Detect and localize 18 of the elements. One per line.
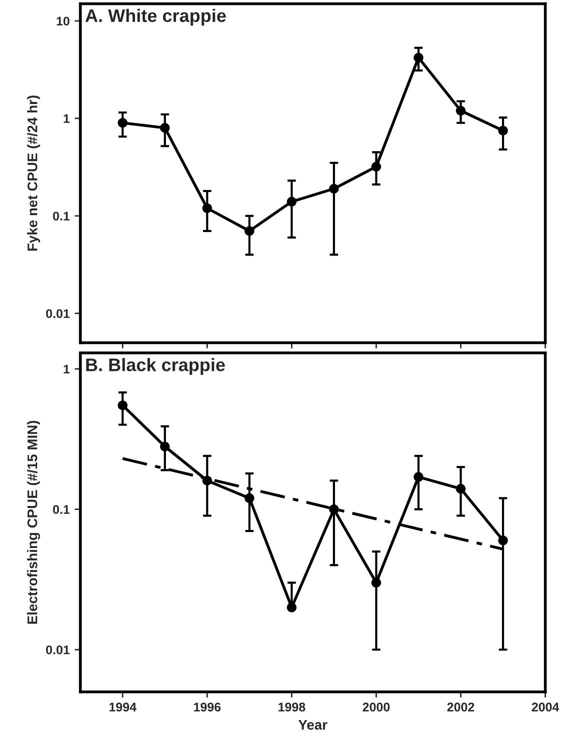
y-axis-title: Fyke net CPUE (#/24 hr) [27,96,40,251]
y-tick-label: 0.1 [53,212,70,221]
x-tick-label: 1998 [278,702,306,712]
chart-title: A. White crappie [85,8,226,26]
y-tick-label: 0.1 [53,505,70,514]
x-tick-label: 1994 [110,702,136,712]
y-tick-label: 10 [56,16,70,26]
y-tick-label: 0.01 [46,645,70,654]
chart-title: B. Black crappie [86,358,225,375]
x-axis-title: Year [298,720,328,730]
y-tick-label: 1 [64,114,70,123]
y-tick-label: 0.01 [46,309,70,318]
y-axis-title: Electrofishing CPUE (#/15 MIN) [27,420,40,624]
y-tick-label: 1 [64,364,70,374]
x-tick-label: 2002 [447,702,474,712]
x-tick-label: 2004 [532,702,560,712]
x-tick-label: 2000 [362,702,390,712]
x-tick-label: 1996 [194,702,221,712]
